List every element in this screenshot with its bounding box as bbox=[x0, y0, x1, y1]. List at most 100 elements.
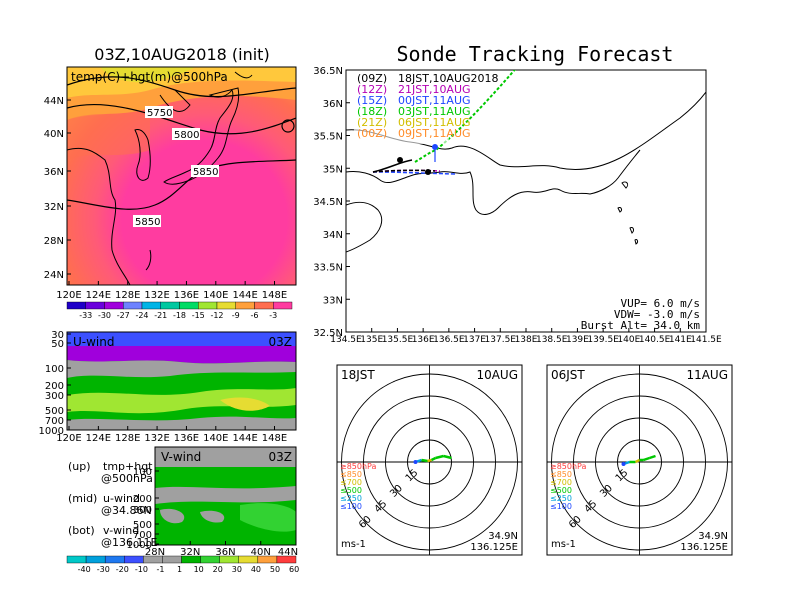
temperature-colorbar: -33 -30 -27 -24 -21 -18 -15 -12 -9 -6 -3 bbox=[66, 301, 293, 320]
colorbar-label: -10 bbox=[135, 565, 148, 574]
pressure-tick-label: 50 bbox=[51, 339, 64, 350]
lat-tick-label: 32N bbox=[44, 202, 64, 213]
lat-tick-label: 28N bbox=[44, 236, 64, 247]
lat-tick-label: 32.5N bbox=[313, 328, 343, 339]
lon-tick-label: 120E bbox=[56, 433, 81, 444]
island bbox=[634, 239, 639, 245]
pressure-level-label: ≥850hPa bbox=[340, 462, 377, 471]
colorbar-swatch bbox=[179, 301, 199, 310]
contour-label: 5800 bbox=[174, 130, 199, 141]
lat-tick-label: 34.5N bbox=[313, 197, 343, 208]
track-title: Sonde Tracking Forecast bbox=[397, 42, 674, 66]
uwind-easterly-band bbox=[67, 332, 296, 346]
colorbar-label: -3 bbox=[269, 311, 277, 320]
pressure-level-label: ≤250 bbox=[550, 494, 572, 503]
lat-tick-label: 36N bbox=[44, 167, 64, 178]
launch-time-utc: (12Z) bbox=[357, 83, 387, 96]
lon-tick-label: 139.5E bbox=[587, 335, 619, 345]
pressure-tick-label: 1000 bbox=[39, 426, 64, 437]
lat-tick-label: 44N bbox=[278, 547, 298, 558]
colorbar-label: -6 bbox=[251, 311, 259, 320]
cool-core-shade bbox=[100, 67, 195, 83]
colorbar-swatch bbox=[66, 555, 87, 564]
hodograph-date: 11AUG bbox=[686, 368, 728, 382]
hodograph-trace-segment bbox=[421, 458, 428, 463]
lon-tick-label: 137E bbox=[463, 335, 486, 345]
colorbar-label: 40 bbox=[251, 565, 261, 574]
hodograph-unit: ms-1 bbox=[551, 539, 576, 550]
contour-label-bg bbox=[145, 106, 173, 118]
legend-note-text: u-wind bbox=[103, 492, 140, 505]
map-title: 03Z,10AUG2018 (init) bbox=[94, 45, 269, 64]
pressure-level-label: ≤250 bbox=[340, 494, 362, 503]
lon-tick-label: 141E bbox=[669, 335, 692, 345]
uwind-frame bbox=[66, 331, 297, 431]
hodograph-trace-segment bbox=[643, 456, 650, 462]
lon-tick-label: 148E bbox=[262, 433, 287, 444]
lon-tick-label: 120E bbox=[56, 290, 81, 301]
lat-tick-label: 36N bbox=[215, 547, 235, 558]
colorbar-swatch bbox=[276, 555, 297, 564]
colorbar-swatch bbox=[254, 301, 274, 310]
uwind-field-shading bbox=[67, 332, 296, 430]
hodograph-lat: 34.9N bbox=[698, 531, 728, 542]
colorbar-label: -27 bbox=[117, 311, 130, 320]
vwind-calm-patch bbox=[160, 508, 185, 524]
colorbar-swatch bbox=[85, 555, 106, 564]
legend-note-head: (up) bbox=[68, 460, 91, 473]
colorbar-swatch bbox=[124, 555, 144, 564]
lat-tick-label: 28N bbox=[145, 547, 165, 558]
colorbar-label: -9 bbox=[232, 311, 240, 320]
launch-time-local: 18JST,10AUG2018 bbox=[398, 72, 499, 85]
contour-label: 5850 bbox=[193, 167, 218, 178]
descent-speed: VDW= -3.0 m/s bbox=[614, 308, 700, 321]
contour-label: 5850 bbox=[135, 217, 160, 228]
burst-point-15z bbox=[432, 144, 438, 150]
lon-tick-label: 135E bbox=[360, 335, 383, 345]
vwind-lat-axis: 28N 32N 36N 40N 44N bbox=[145, 541, 298, 558]
colorbar-label: -21 bbox=[154, 311, 167, 320]
hokkaido-coastline bbox=[234, 71, 253, 79]
colorbar-label: -15 bbox=[192, 311, 205, 320]
launch-time-local: 03JST,11AUG bbox=[398, 105, 471, 118]
lon-tick-label: 140E bbox=[203, 433, 228, 444]
colorbar-swatch bbox=[104, 301, 124, 310]
lon-tick-label: 141.5E bbox=[690, 335, 722, 345]
landing-point bbox=[425, 169, 431, 175]
vwind-calm-mid bbox=[155, 486, 296, 504]
lon-tick-label: 138E bbox=[515, 335, 538, 345]
colorbar-label: 50 bbox=[270, 565, 280, 574]
lat-tick-label: 36N bbox=[323, 99, 343, 110]
colorbar-label: 30 bbox=[232, 565, 242, 574]
pressure-level-label: ≤500 bbox=[550, 486, 572, 495]
colorbar-swatch bbox=[273, 301, 293, 310]
burst-altitude: Burst Alt= 34.0 km bbox=[581, 319, 701, 332]
lat-tick-label: 35.5N bbox=[313, 132, 343, 143]
map-lon-axis: 120E 124E 128E 132E 136E 140E 144E 148E bbox=[56, 281, 287, 301]
island bbox=[621, 181, 629, 189]
colorbar-label: -30 bbox=[97, 565, 110, 574]
vwind-southerly-patch bbox=[240, 503, 296, 532]
legend-note-head: (bot) bbox=[68, 524, 95, 537]
colorbar-label: -1 bbox=[157, 565, 165, 574]
colorbar-label: -33 bbox=[79, 311, 92, 320]
contour-label-bg bbox=[172, 128, 200, 140]
map-subtitle: temp(C)+hgt(m)@500hPa bbox=[71, 70, 228, 84]
lat-tick-label: 33.5N bbox=[313, 263, 343, 274]
legend-note-head: (mid) bbox=[68, 492, 97, 505]
japan-coastline bbox=[163, 87, 240, 185]
pressure-tick-label: 300 bbox=[45, 391, 64, 402]
lon-tick-label: 140.5E bbox=[639, 335, 671, 345]
lon-tick-label: 134.5E bbox=[330, 335, 362, 345]
launch-time-local: 00JST,11AUG bbox=[398, 94, 471, 107]
colorbar-label: 1 bbox=[177, 565, 182, 574]
pressure-level-label: ≤700 bbox=[550, 478, 572, 487]
launch-time-local: 09JST,11AUG bbox=[398, 127, 471, 140]
hodograph-unit: ms-1 bbox=[341, 539, 366, 550]
lon-tick-label: 136E bbox=[412, 335, 435, 345]
lat-tick-label: 36.5N bbox=[313, 66, 343, 77]
